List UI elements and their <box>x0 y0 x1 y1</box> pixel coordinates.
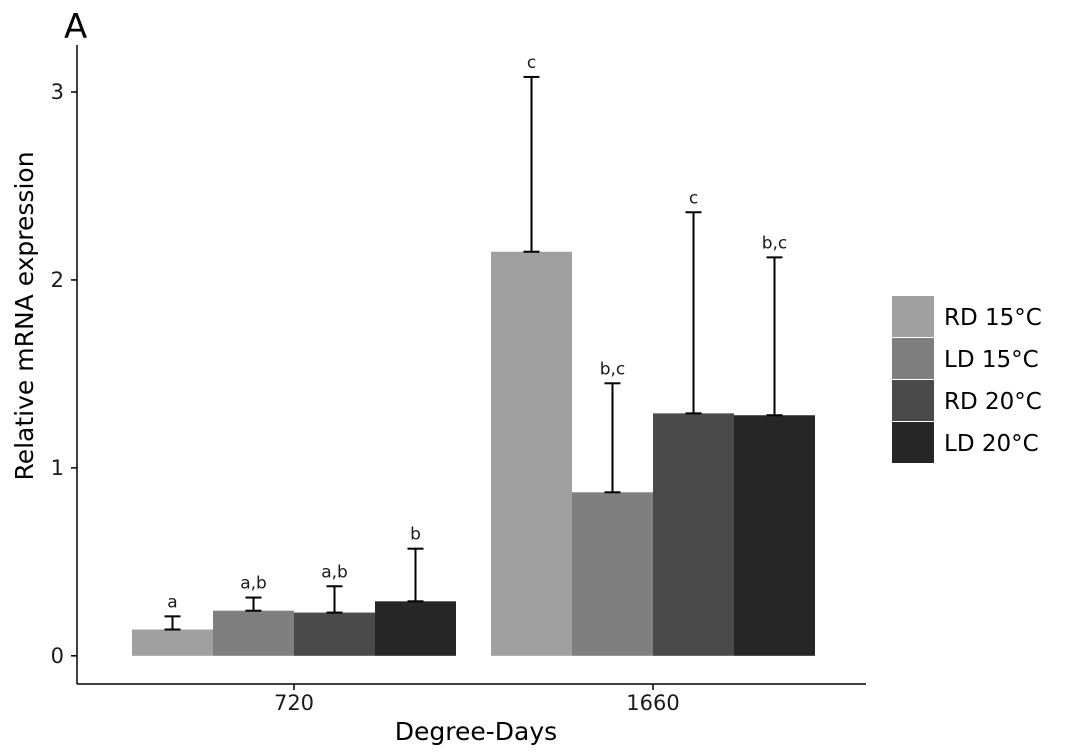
error-bar-1660-4 <box>766 256 783 417</box>
significance-label-1660-2: b,c <box>600 359 626 379</box>
y-tick-label: 1 <box>51 456 64 480</box>
bar-1660-3 <box>653 413 734 656</box>
legend-swatch <box>892 338 934 380</box>
significance-label-720-3: a,b <box>321 562 348 582</box>
error-bar-1660-3 <box>685 211 702 415</box>
y-axis-title: Relative mRNA expression <box>10 151 39 480</box>
x-ticks-layer: 720 1660 <box>274 684 680 715</box>
y-tick-label: 3 <box>51 80 64 104</box>
significance-label-720-1: a <box>167 592 177 612</box>
significance-labels-layer: a c a,b b,c a,b c b b,c <box>167 53 787 612</box>
y-tick-label: 0 <box>51 644 64 668</box>
x-tick-label: 1660 <box>626 691 679 715</box>
legend-item-4: LD 20°C <box>892 422 1039 465</box>
legend-label: LD 15°C <box>944 347 1039 373</box>
error-bar-720-3 <box>326 585 343 614</box>
legend-label: LD 20°C <box>944 431 1039 457</box>
bar-1660-4 <box>734 415 815 656</box>
bar-720-3 <box>294 612 375 656</box>
significance-label-1660-3: c <box>689 188 698 208</box>
y-tick-label: 2 <box>51 268 64 292</box>
bar-1660-1 <box>491 251 572 656</box>
x-axis-title: Degree-Days <box>395 717 557 746</box>
legend-swatch <box>892 422 934 464</box>
bar-720-2 <box>213 610 294 656</box>
error-bar-720-2 <box>245 596 262 612</box>
error-bars-layer <box>164 75 783 631</box>
legend: RD 15°C LD 15°C RD 20°C LD 20°C <box>892 296 1042 465</box>
bar-720-4 <box>375 601 456 656</box>
significance-label-1660-1: c <box>527 53 536 73</box>
bar-720-1 <box>132 629 213 656</box>
legend-label: RD 15°C <box>944 305 1042 331</box>
x-tick-label: 720 <box>274 691 314 715</box>
error-bar-1660-2 <box>604 382 621 494</box>
legend-label: RD 20°C <box>944 389 1042 415</box>
legend-swatch <box>892 380 934 422</box>
legend-swatch <box>892 296 934 338</box>
significance-label-1660-4: b,c <box>762 233 788 253</box>
legend-item-3: RD 20°C <box>892 380 1042 423</box>
error-bar-1660-1 <box>523 75 540 253</box>
error-bar-720-1 <box>164 615 181 631</box>
legend-item-2: LD 15°C <box>892 338 1039 381</box>
significance-label-720-4: b <box>410 525 421 545</box>
bar-1660-2 <box>572 492 653 656</box>
bars-layer <box>132 251 815 656</box>
y-ticks-layer: 0 1 2 3 <box>51 80 77 668</box>
significance-label-720-2: a,b <box>240 574 267 594</box>
error-bar-720-4 <box>407 547 424 603</box>
legend-item-1: RD 15°C <box>892 296 1042 339</box>
panel-label: A <box>64 7 87 47</box>
